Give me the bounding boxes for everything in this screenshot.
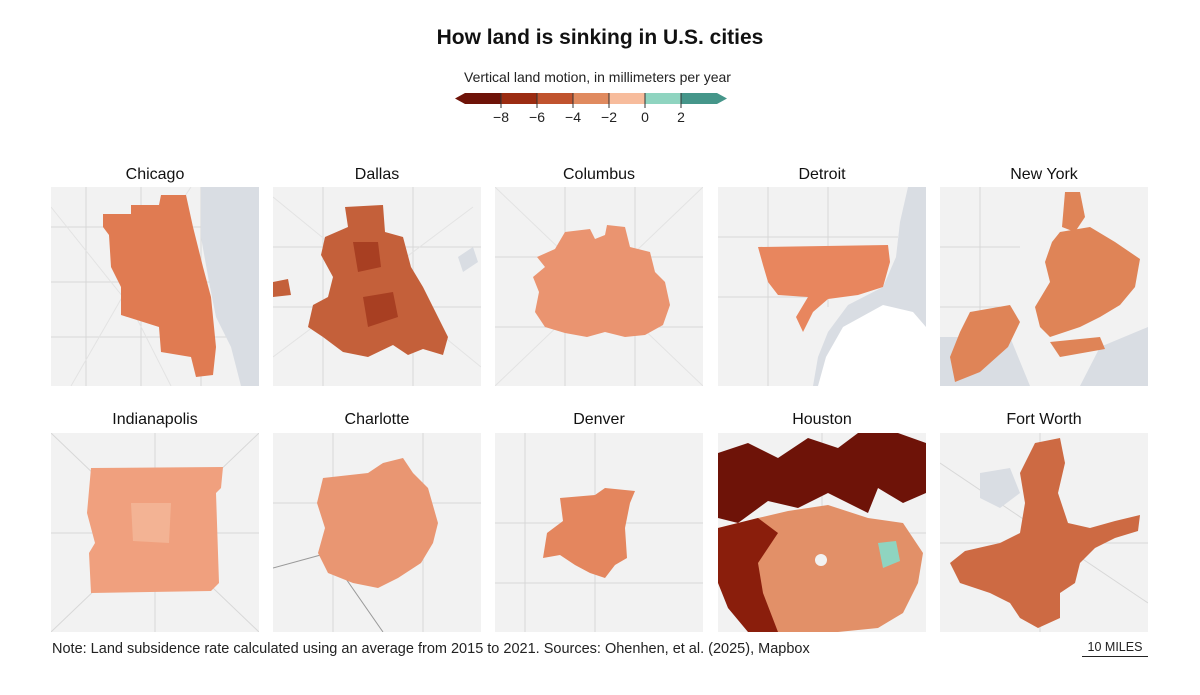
city-label-houston: Houston bbox=[792, 411, 852, 428]
map-panel-indianapolis bbox=[51, 433, 259, 632]
map-panel-houston bbox=[718, 433, 926, 632]
map-panel-charlotte bbox=[273, 433, 481, 632]
legend-swatch bbox=[573, 93, 609, 104]
map-panel-detroit bbox=[718, 187, 926, 386]
legend-tick-label: 0 bbox=[641, 109, 649, 125]
map-panel-fort-worth bbox=[940, 433, 1148, 632]
city-label-dallas: Dallas bbox=[354, 166, 400, 183]
city-label-charlotte: Charlotte bbox=[344, 411, 410, 428]
source-note: Note: Land subsidence rate calculated us… bbox=[52, 641, 810, 657]
scale-bar-label: 10 MILES bbox=[1087, 640, 1143, 654]
color-legend: −8 −6 −4 −2 0 2 bbox=[455, 93, 727, 125]
map-panel-columbus bbox=[495, 187, 703, 386]
city-label-chicago: Chicago bbox=[125, 166, 185, 183]
legend-swatch bbox=[465, 93, 501, 104]
legend-arrow-left bbox=[455, 93, 465, 104]
map-panel-chicago bbox=[51, 187, 259, 386]
map-panel-denver bbox=[495, 433, 703, 632]
city-label-new-york: New York bbox=[1010, 166, 1078, 183]
legend-tick-label: −2 bbox=[601, 109, 617, 125]
map-panel-new-york bbox=[940, 187, 1148, 386]
map-panel-dallas bbox=[273, 187, 481, 386]
legend-swatch bbox=[537, 93, 573, 104]
city-label-detroit: Detroit bbox=[798, 166, 846, 183]
legend-tick-label: −6 bbox=[529, 109, 545, 125]
legend-swatch bbox=[645, 93, 681, 104]
legend-arrow-right bbox=[717, 93, 727, 104]
legend-swatch bbox=[501, 93, 537, 104]
legend-swatch bbox=[681, 93, 717, 104]
legend-tick-label: −8 bbox=[493, 109, 509, 125]
legend-tick-label: 2 bbox=[677, 109, 685, 125]
city-label-denver: Denver bbox=[573, 411, 625, 428]
city-label-fort-worth: Fort Worth bbox=[1006, 411, 1082, 428]
city-label-indianapolis: Indianapolis bbox=[112, 411, 198, 428]
legend-title: Vertical land motion, in millimeters per… bbox=[464, 69, 731, 85]
legend-tick-label: −4 bbox=[565, 109, 581, 125]
city-label-columbus: Columbus bbox=[562, 166, 636, 183]
legend-swatch bbox=[609, 93, 645, 104]
chart-title: How land is sinking in U.S. cities bbox=[436, 26, 764, 49]
scale-bar bbox=[1082, 656, 1148, 657]
